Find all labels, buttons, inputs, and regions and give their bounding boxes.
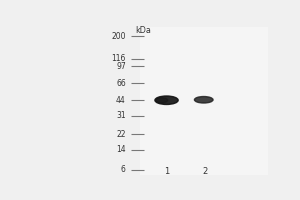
Bar [140, 27, 268, 175]
Text: 2: 2 [202, 167, 208, 176]
Text: 200: 200 [111, 32, 126, 41]
Ellipse shape [156, 98, 168, 103]
Ellipse shape [194, 97, 213, 103]
Text: 22: 22 [116, 130, 126, 139]
Text: 116: 116 [112, 54, 126, 63]
Text: 1: 1 [164, 167, 169, 176]
Text: 31: 31 [116, 111, 126, 120]
Text: 14: 14 [116, 145, 126, 154]
Ellipse shape [155, 96, 178, 104]
Text: 44: 44 [116, 96, 126, 105]
Text: 6: 6 [121, 165, 126, 174]
Text: 66: 66 [116, 79, 126, 88]
Text: kDa: kDa [135, 26, 151, 35]
Text: 97: 97 [116, 62, 126, 71]
